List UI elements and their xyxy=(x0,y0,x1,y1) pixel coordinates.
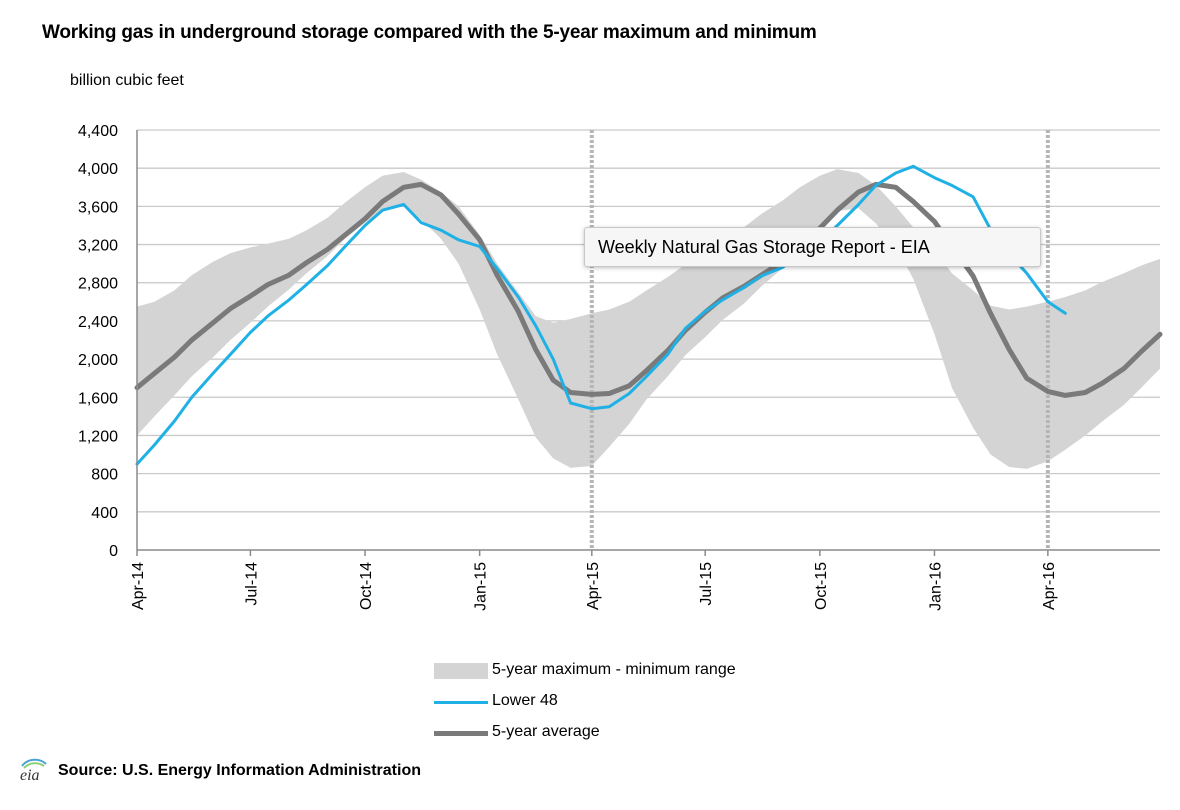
y-tick-label: 2,000 xyxy=(78,352,118,369)
legend-label-lower48: Lower 48 xyxy=(492,692,558,709)
legend-swatch-range xyxy=(434,663,488,679)
series-lines xyxy=(134,164,1163,466)
eia-logo-icon: eia xyxy=(20,758,47,782)
x-tick-labels: Apr-14 Jul-14 Oct-14 Jan-15 Apr-15 Jul-15 Oct-… xyxy=(130,562,1058,611)
y-tick-label: 1,600 xyxy=(78,390,118,407)
legend-swatch-lower48 xyxy=(434,701,488,704)
y-tick-label: 0 xyxy=(109,543,118,560)
series-line-lower-48 xyxy=(135,164,1067,466)
chart-title: Working gas in underground storage compa… xyxy=(42,22,817,43)
svg-text:eia: eia xyxy=(20,767,40,782)
series-line-5-year-average xyxy=(134,181,1163,398)
legend-label-average: 5-year average xyxy=(492,723,600,740)
y-tick-label: 800 xyxy=(91,467,118,484)
legend-item-range: 5-year maximum - minimum range xyxy=(434,660,854,682)
y-tick-label: 4,400 xyxy=(78,123,118,140)
y-tick-label: 3,600 xyxy=(78,199,118,216)
x-tick-label: Oct-15 xyxy=(813,562,830,610)
y-tick-label: 1,200 xyxy=(78,428,118,445)
x-tick-label: Jan-16 xyxy=(927,562,944,611)
legend-swatch-average xyxy=(434,731,488,736)
y-tick-label: 3,200 xyxy=(78,238,118,255)
y-tick-label: 2,400 xyxy=(78,314,118,331)
y-tick-labels: 0 400 800 1,200 1,600 2,000 2,400 2,800 3,200 3,6… xyxy=(78,123,118,560)
y-tick-label: 2,800 xyxy=(78,276,118,293)
y-tick-label: 4,000 xyxy=(78,161,118,178)
x-tick-label: Jan-15 xyxy=(473,562,490,611)
x-tick-label: Apr-15 xyxy=(585,562,602,610)
legend-item-average: 5-year average xyxy=(434,722,854,744)
source-footer: eia Source: U.S. Energy Information Admi… xyxy=(18,756,538,786)
range-band-layer xyxy=(137,169,1160,469)
y-axis-unit-label: billion cubic feet xyxy=(70,72,184,89)
axes xyxy=(136,130,1160,556)
chart-plot: 0 400 800 1,200 1,600 2,000 2,400 2,800 3,200 3,6… xyxy=(78,123,1163,611)
x-tick-label: Jul-15 xyxy=(698,562,715,606)
source-label: Source: U.S. Energy Information Administ… xyxy=(58,762,421,779)
x-tick-label: Oct-14 xyxy=(358,562,375,610)
tooltip-text: Weekly Natural Gas Storage Report - EIA xyxy=(598,237,930,257)
x-tick-label: Apr-16 xyxy=(1041,562,1058,610)
legend-label-range: 5-year maximum - minimum range xyxy=(492,661,736,678)
range-band xyxy=(137,169,1160,469)
x-tick-label: Apr-14 xyxy=(130,562,147,610)
x-tick-label: Jul-14 xyxy=(243,562,260,606)
vertical-markers xyxy=(589,130,1050,550)
y-tick-label: 400 xyxy=(91,505,118,522)
tooltip: Weekly Natural Gas Storage Report - EIA xyxy=(584,227,1041,267)
legend-item-lower48: Lower 48 xyxy=(434,691,854,713)
